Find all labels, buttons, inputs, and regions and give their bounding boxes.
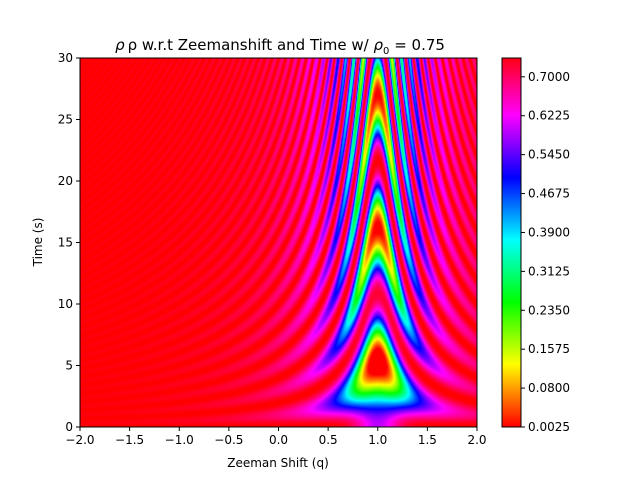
x-axis-label: Zeeman Shift (q) xyxy=(227,456,329,470)
colorbar-tick-label: 0.1575 xyxy=(528,342,570,356)
x-tick-label: 0.5 xyxy=(319,433,338,447)
x-tick-label: 1.5 xyxy=(418,433,437,447)
colorbar-tick-label: 0.3125 xyxy=(528,264,570,278)
x-tick-label: −1.5 xyxy=(115,433,144,447)
x-axis: −2.0 −1.5 −1.0 −0.5 0.0 0.5 1.0 1.5 2.0 xyxy=(65,427,487,447)
x-tick-label: −0.5 xyxy=(214,433,243,447)
colorbar-tick-label: 0.0800 xyxy=(528,381,570,395)
y-tick-label: 5 xyxy=(65,359,73,373)
y-tick-label: 25 xyxy=(58,113,73,127)
heatmap-image xyxy=(80,58,477,427)
y-tick-label: 15 xyxy=(58,236,73,250)
colorbar-frame xyxy=(501,57,522,428)
y-axis: 0 5 10 15 20 25 30 xyxy=(58,51,80,434)
y-tick-label: 0 xyxy=(65,420,73,434)
y-tick-label: 20 xyxy=(58,174,73,188)
x-tick-label: 0.0 xyxy=(269,433,288,447)
x-tick-label: 1.0 xyxy=(368,433,387,447)
x-tick-label: 2.0 xyxy=(467,433,486,447)
colorbar-tick-label: 0.6225 xyxy=(528,109,570,123)
colorbar-tick-label: 0.0025 xyxy=(528,420,570,434)
x-tick-label: −2.0 xyxy=(65,433,94,447)
colorbar xyxy=(502,58,521,427)
colorbar-tick-label: 0.3900 xyxy=(528,225,570,239)
colorbar-axis: 0.0025 0.0800 0.1575 0.2350 0.3125 0.3900 0.46… xyxy=(521,70,570,434)
y-axis-label: Time (s) xyxy=(31,218,45,268)
colorbar-tick-label: 0.7000 xyxy=(528,70,570,84)
colorbar-tick-label: 0.4675 xyxy=(528,187,570,201)
y-tick-label: 10 xyxy=(58,297,73,311)
x-tick-label: −1.0 xyxy=(165,433,194,447)
colorbar-tick-label: 0.2350 xyxy=(528,303,570,317)
y-tick-label: 30 xyxy=(58,51,73,65)
colorbar-tick-label: 0.5450 xyxy=(528,148,570,162)
